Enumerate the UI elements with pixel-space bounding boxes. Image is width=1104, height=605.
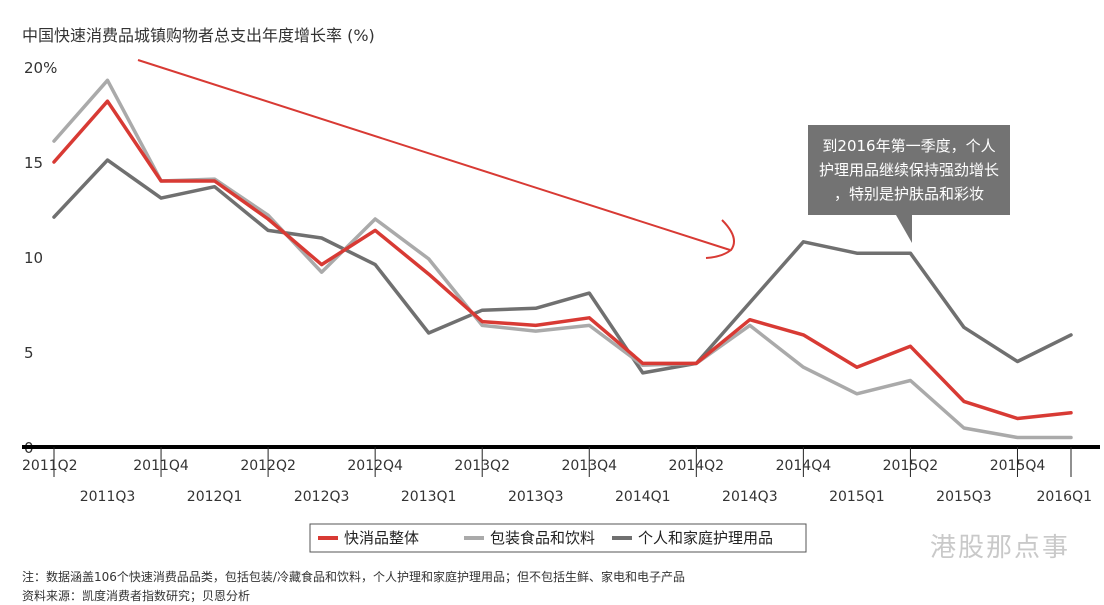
x-tick-label: 2015Q3 — [936, 489, 992, 505]
x-tick-label: 2013Q2 — [454, 458, 510, 474]
arrow-shaft — [137, 59, 731, 251]
x-tick-label: 2014Q4 — [776, 458, 832, 474]
x-tick-label: 2012Q2 — [240, 458, 296, 474]
series-line-1 — [52, 78, 1073, 440]
watermark-logo: 港股那点事 — [929, 533, 1070, 563]
chart-title: 中国快速消费品城镇购物者总支出年度增长率 (%) — [22, 26, 375, 45]
annotation-callout: 到2016年第一季度，个人护理用品继续保持强劲增长，特别是护肤品和彩妆 — [808, 125, 1010, 243]
x-tick-label: 2012Q3 — [294, 489, 350, 505]
legend-label-2: 个人和家庭护理用品 — [638, 529, 773, 547]
arrow-head — [705, 219, 735, 259]
x-tick-label: 2013Q1 — [401, 489, 457, 505]
legend-label-0: 快消品整体 — [344, 529, 419, 547]
x-tick-label: 2015Q4 — [990, 458, 1046, 474]
x-tick-label: 2015Q1 — [829, 489, 885, 505]
legend: 快消品整体 包装食品和饮料 个人和家庭护理用品 — [309, 523, 807, 553]
x-tick-label: 2014Q1 — [615, 489, 671, 505]
x-tick-label: 2016Q1 — [1036, 489, 1092, 505]
y-tick-label: 10 — [24, 249, 43, 267]
x-tick-label: 2012Q1 — [187, 489, 243, 505]
x-tick-label: 2015Q2 — [883, 458, 939, 474]
x-tick-label: 2011Q3 — [80, 489, 136, 505]
x-tick-label: 2014Q2 — [669, 458, 725, 474]
trend-arrow — [137, 59, 735, 259]
y-tick-label: 20% — [24, 59, 57, 77]
series-lines — [52, 78, 1073, 440]
legend-box — [309, 523, 807, 553]
source-note: 资料来源：凯度消费者指数研究；贝恩分析 — [22, 589, 251, 603]
y-tick-label: 5 — [24, 344, 34, 362]
series-line-0 — [52, 99, 1073, 421]
y-axis-ticks: 05101520% — [24, 59, 57, 457]
x-tick-label: 2011Q4 — [133, 458, 189, 474]
x-tick-label: 2013Q3 — [508, 489, 564, 505]
legend-label-1: 包装食品和饮料 — [490, 529, 595, 547]
callout-pointer — [896, 215, 912, 243]
callout-box — [808, 125, 1010, 215]
callout-text: 到2016年第一季度，个人护理用品继续保持强劲增长，特别是护肤品和彩妆 — [819, 137, 999, 203]
series-line-2 — [52, 158, 1073, 375]
footnote: 注：数据涵盖106个快速消费品品类，包括包装/冷藏食品和饮料，个人护理和家庭护理… — [22, 570, 685, 584]
x-tick-label: 2011Q2 — [22, 458, 78, 474]
x-tick-label: 2013Q4 — [561, 458, 617, 474]
y-tick-label: 15 — [24, 154, 43, 172]
x-tick-label: 2014Q3 — [722, 489, 778, 505]
x-tick-label: 2012Q4 — [347, 458, 403, 474]
